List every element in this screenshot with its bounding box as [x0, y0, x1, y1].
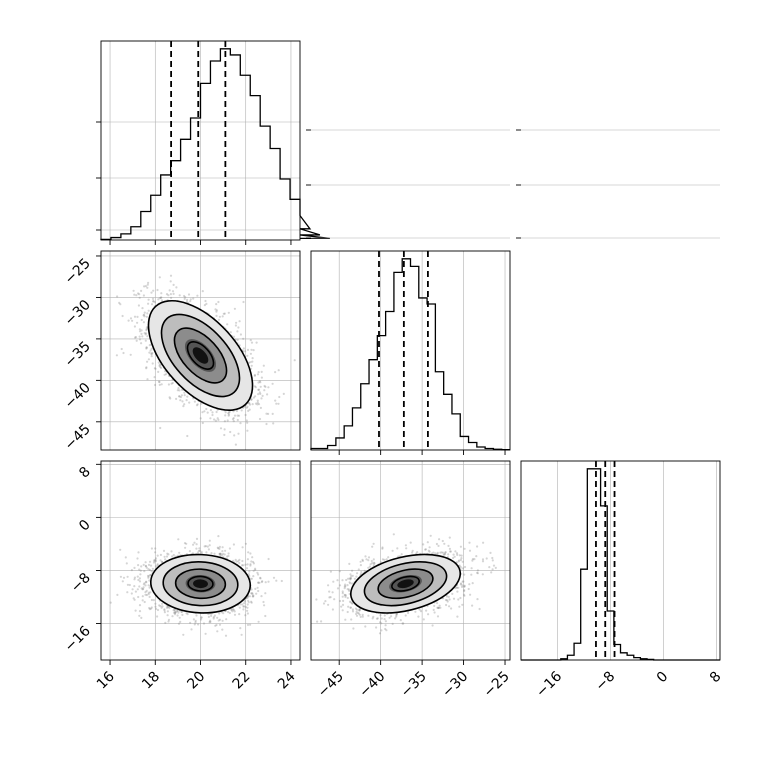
hist-panel-0: [96, 40, 330, 245]
hist-panel-1: [306, 129, 511, 455]
joint-0-2-contour-0: [187, 575, 214, 592]
hist-panel-2: [516, 129, 721, 661]
xtick-label-1-1: −40: [356, 669, 388, 701]
ytick-label-1-4: −25: [62, 255, 94, 287]
joint-1-2-frame: [310, 460, 511, 661]
xtick-label-2-2: 0: [654, 669, 672, 687]
joint-0-1-contour-0: [186, 341, 215, 370]
xtick-label-0-3: 22: [230, 669, 254, 693]
joint-0-1-contour-2: [160, 313, 241, 398]
joint-0-2-contour-3: [149, 553, 252, 614]
hist-2-steps: [521, 468, 720, 661]
xtick-label-1-4: −25: [481, 669, 513, 701]
ytick-label-1-2: −35: [62, 338, 94, 370]
hist-1-frame: [310, 250, 511, 451]
joint-0-1-contour-1: [173, 327, 228, 384]
joint-0-2-contour-1: [174, 568, 227, 600]
xtick-label-0-1: 18: [139, 669, 163, 693]
joint-0-1-density-4: [192, 347, 209, 364]
joint-0-1-frame: [100, 250, 301, 451]
joint-1-2-contour-1: [377, 568, 434, 600]
xtick-label-2-3: 8: [707, 669, 725, 687]
hist-0-steps: [100, 48, 330, 241]
ytick-label-2-3: 8: [76, 464, 94, 482]
ytick-label-2-2: 0: [76, 517, 94, 535]
xtick-label-0-0: 16: [94, 668, 118, 692]
ytick-label-2-0: −16: [62, 623, 94, 655]
xtick-label-1-2: −35: [398, 669, 430, 701]
joint-1-2-density-4: [397, 579, 414, 589]
xtick-label-0-2: 20: [184, 669, 208, 693]
joint-panel-0-1: [96, 250, 301, 451]
xtick-label-1-3: −30: [439, 669, 471, 701]
joint-1-2-contour-3: [349, 553, 462, 614]
joint-1-2-content: [315, 533, 497, 635]
joint-0-1-contour-3: [147, 299, 254, 412]
joint-panel-0-2: [96, 460, 301, 665]
joint-0-2-contour-2: [162, 561, 239, 607]
ytick-label-1-1: −40: [62, 380, 94, 412]
xtick-label-2-0: −16: [533, 668, 565, 700]
joint-0-1-content: [115, 274, 296, 446]
xtick-label-1-0: −45: [315, 669, 347, 701]
hist-1-steps: [310, 258, 510, 451]
xtick-label-2-1: −8: [592, 669, 618, 695]
joint-0-2-density-4: [193, 579, 208, 589]
ytick-label-1-0: −45: [62, 421, 94, 453]
ytick-label-2-1: −8: [68, 570, 94, 596]
xtick-label-0-4: 24: [275, 668, 299, 692]
joint-0-2-content: [109, 535, 283, 637]
joint-1-2-contour-0: [391, 575, 421, 592]
hist-2-frame: [520, 460, 721, 661]
joint-1-2-contour-2: [363, 561, 448, 607]
joint-panel-1-2: [310, 460, 511, 665]
ytick-label-1-3: −30: [62, 297, 94, 329]
